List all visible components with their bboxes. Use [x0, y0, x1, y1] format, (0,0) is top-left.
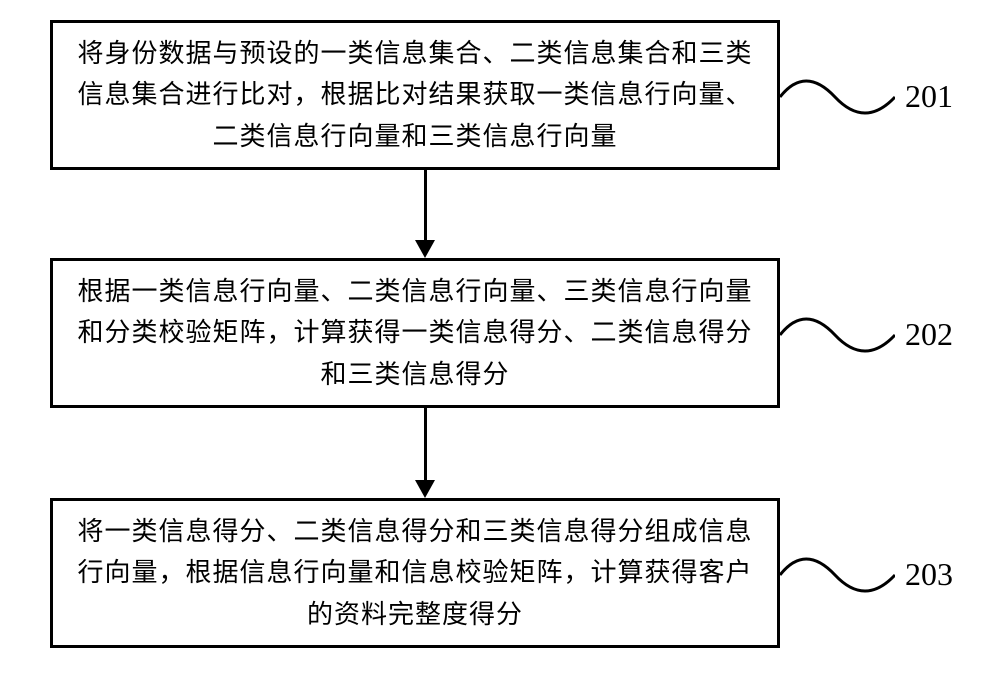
label-connector-3 [780, 548, 895, 603]
flowchart-step-1-text: 将身份数据与预设的一类信息集合、二类信息集合和三类信息集合进行比对，根据比对结果… [77, 33, 753, 158]
flowchart-step-2-text: 根据一类信息行向量、二类信息行向量、三类信息行向量和分类校验矩阵，计算获得一类信… [77, 271, 753, 396]
flowchart-step-3-text: 将一类信息得分、二类信息得分和三类信息得分组成信息行向量，根据信息行向量和信息校… [77, 511, 753, 636]
flowchart-label-3: 203 [905, 556, 953, 593]
label-connector-1 [780, 70, 895, 125]
flowchart-arrow-2-3 [415, 408, 435, 498]
flowchart-label-1: 201 [905, 78, 953, 115]
flowchart-step-1: 将身份数据与预设的一类信息集合、二类信息集合和三类信息集合进行比对，根据比对结果… [50, 20, 780, 170]
flowchart-step-3: 将一类信息得分、二类信息得分和三类信息得分组成信息行向量，根据信息行向量和信息校… [50, 498, 780, 648]
flowchart-arrow-1-2 [415, 170, 435, 258]
flowchart-container: 将身份数据与预设的一类信息集合、二类信息集合和三类信息集合进行比对，根据比对结果… [0, 0, 1000, 686]
flowchart-step-2: 根据一类信息行向量、二类信息行向量、三类信息行向量和分类校验矩阵，计算获得一类信… [50, 258, 780, 408]
flowchart-label-2: 202 [905, 316, 953, 353]
label-connector-2 [780, 308, 895, 363]
